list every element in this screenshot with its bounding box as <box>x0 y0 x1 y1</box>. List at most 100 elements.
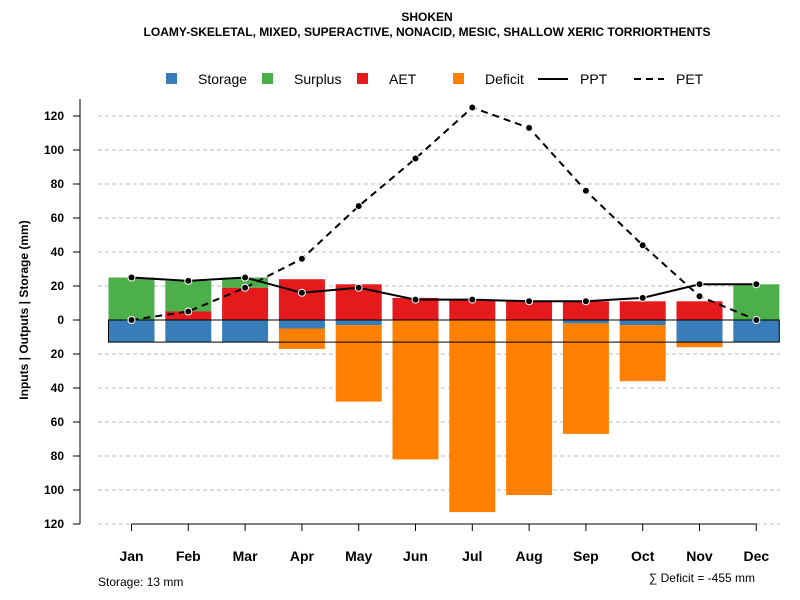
y-tick-label: 60 <box>51 211 65 225</box>
deficit-bar <box>676 342 723 348</box>
bars <box>108 277 780 513</box>
legend-label: Surplus <box>294 71 341 87</box>
pet-point <box>695 292 704 301</box>
pet-point <box>354 202 363 211</box>
aet-bar <box>278 279 325 320</box>
pet-point <box>581 186 590 195</box>
ppt-point <box>354 283 363 292</box>
pet-point <box>638 241 647 250</box>
surplus-bar <box>733 284 780 320</box>
x-tick-label: Mar <box>233 548 258 564</box>
ppt-point <box>695 280 704 289</box>
axes: 120 100 80 60 40 20 0 20 40 60 80 100 120 Jan Feb Mar Ap… <box>44 99 769 564</box>
y-tick-label: 120 <box>44 109 64 123</box>
ppt-point <box>241 273 250 282</box>
y-axis-label: Inputs | Outputs | Storage (mm) <box>17 220 31 399</box>
aet-bar <box>392 297 439 320</box>
storage-capacity-frame <box>108 319 780 343</box>
aet-bar <box>619 301 666 320</box>
legend-swatch <box>453 73 464 84</box>
surplus-bar <box>222 277 269 288</box>
storage-bar <box>222 320 269 343</box>
ppt-point <box>468 295 477 304</box>
ppt-point <box>638 293 647 302</box>
deficit-bar <box>278 328 325 349</box>
x-tick-label: Jul <box>462 548 482 564</box>
pet-point <box>752 316 761 324</box>
storage-note: Storage: 13 mm <box>98 575 183 589</box>
x-tick-label: Nov <box>686 548 713 564</box>
storage-bar <box>676 320 723 343</box>
pet-point <box>411 154 420 163</box>
y-tick-label: 120 <box>44 517 64 531</box>
ppt-point <box>752 280 761 289</box>
legend: Storage Surplus AET Deficit PPT PET <box>166 71 704 87</box>
storage-bar <box>165 320 212 343</box>
ppt-point <box>411 295 420 304</box>
deficit-bar <box>449 320 496 513</box>
x-tick-label: Dec <box>743 548 769 564</box>
aet-bar <box>449 299 496 320</box>
x-tick-label: Jan <box>119 548 143 564</box>
series-lines <box>127 103 761 324</box>
y-tick-label: 20 <box>51 279 65 293</box>
legend-swatch <box>166 73 177 84</box>
y-tick-label: 40 <box>51 245 65 259</box>
deficit-bar <box>619 325 666 382</box>
storage-bar <box>335 320 382 326</box>
chart-title: SHOKEN <box>401 10 452 24</box>
deficit-note: ∑ Deficit = -455 mm <box>649 571 755 585</box>
pet-point <box>297 254 306 263</box>
deficit-bar <box>335 325 382 402</box>
ppt-point <box>525 297 534 306</box>
storage-bar <box>733 320 780 343</box>
x-tick-label: Jun <box>403 548 428 564</box>
y-tick-label: 80 <box>51 177 65 191</box>
ppt-point <box>127 273 136 282</box>
ppt-point <box>297 288 306 297</box>
x-tick-label: Feb <box>176 548 201 564</box>
ppt-point <box>184 276 193 285</box>
legend-swatch <box>357 73 368 84</box>
deficit-bar <box>392 320 439 460</box>
pet-point <box>241 283 250 292</box>
legend-label: PPT <box>580 71 608 87</box>
legend-swatch <box>262 73 273 84</box>
aet-bar <box>506 301 553 320</box>
x-tick-label: Oct <box>631 548 655 564</box>
surplus-bar <box>165 280 212 312</box>
pet-point <box>525 123 534 132</box>
x-tick-label: Apr <box>290 548 315 564</box>
y-tick-label: 60 <box>51 415 65 429</box>
deficit-bar <box>506 320 553 496</box>
legend-label: AET <box>389 71 417 87</box>
chart-subtitle: LOAMY-SKELETAL, MIXED, SUPERACTIVE, NONA… <box>144 25 711 39</box>
deficit-bar <box>562 323 609 434</box>
surplus-bar <box>108 277 155 320</box>
pet-line <box>131 106 757 321</box>
x-tick-label: Sep <box>573 548 599 564</box>
aet-bar <box>562 301 609 320</box>
pet-point <box>184 307 193 316</box>
aet-bar <box>676 301 723 320</box>
storage-bar <box>108 320 155 343</box>
pet-point <box>468 103 477 112</box>
ppt-point <box>581 297 590 306</box>
storage-bar <box>278 320 325 329</box>
ppt-line <box>131 276 757 303</box>
legend-label: Deficit <box>485 71 524 87</box>
legend-label: Storage <box>198 71 247 87</box>
y-tick-label: 100 <box>44 483 64 497</box>
legend-label: PET <box>676 71 704 87</box>
y-tick-label: 20 <box>51 347 65 361</box>
aet-bar <box>165 311 212 320</box>
pet-point <box>127 316 136 324</box>
aet-bar <box>222 287 269 320</box>
y-tick-label: 100 <box>44 143 64 157</box>
storage-bar <box>562 320 609 324</box>
x-tick-label: Aug <box>515 548 542 564</box>
storage-bar <box>619 320 666 326</box>
y-tick-label: 0 <box>57 313 64 327</box>
y-tick-label: 40 <box>51 381 65 395</box>
